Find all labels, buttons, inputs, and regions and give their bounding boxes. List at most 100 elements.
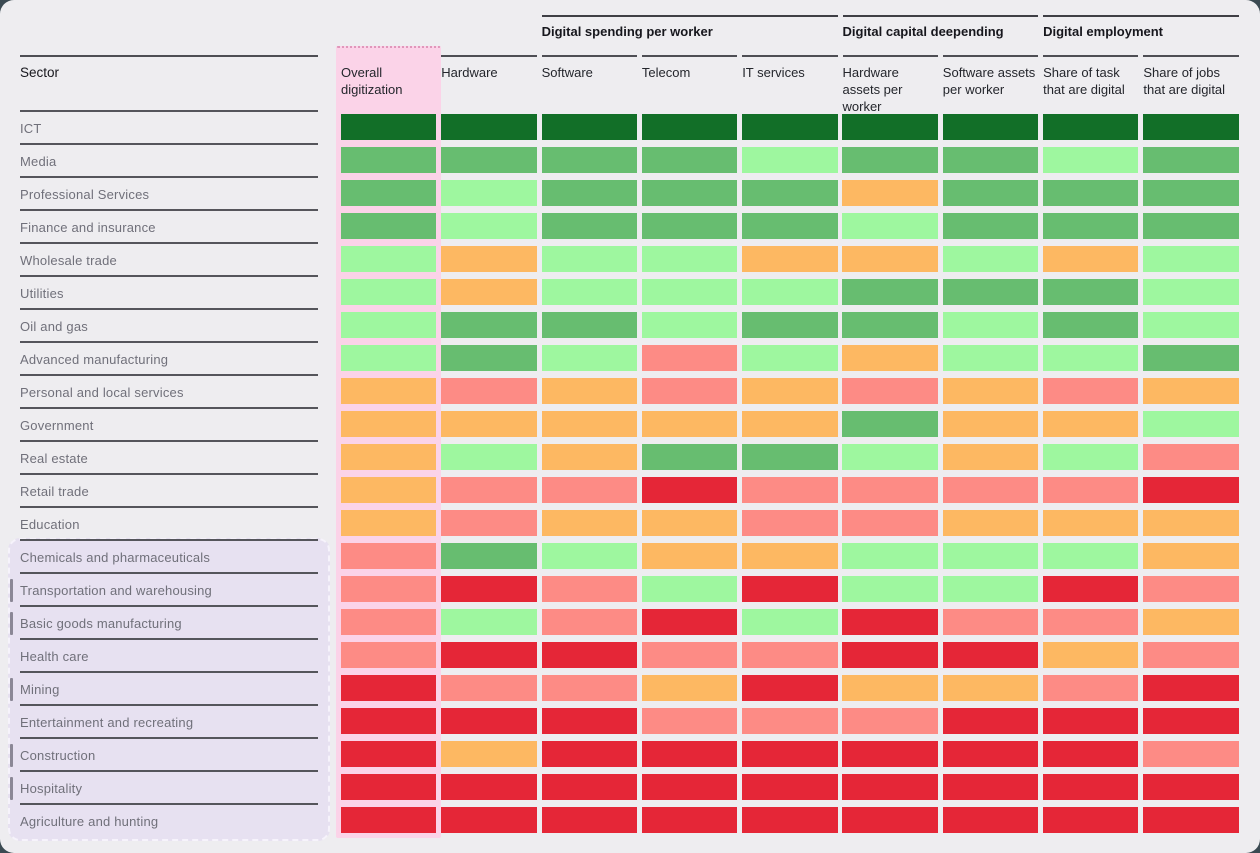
- column-header[interactable]: Share of jobs that are digital: [1143, 55, 1239, 98]
- column-header[interactable]: Software assets per worker: [942, 55, 1039, 98]
- heatmap-cell[interactable]: [842, 807, 938, 833]
- heatmap-cell[interactable]: [541, 114, 637, 140]
- sector-row[interactable]: Transportation and warehousing: [20, 572, 318, 598]
- column-header[interactable]: Telecom: [641, 55, 738, 81]
- heatmap-cell[interactable]: [942, 477, 1039, 503]
- heatmap-cell[interactable]: [441, 675, 537, 701]
- heatmap-cell[interactable]: [441, 642, 537, 668]
- heatmap-cell[interactable]: [742, 147, 838, 173]
- heatmap-cell[interactable]: [1143, 708, 1239, 734]
- heatmap-cell[interactable]: [341, 246, 437, 272]
- heatmap-cell[interactable]: [641, 444, 738, 470]
- sector-row[interactable]: Chemicals and pharmaceuticals: [20, 539, 318, 565]
- heatmap-cell[interactable]: [641, 147, 738, 173]
- heatmap-cell[interactable]: [942, 312, 1039, 338]
- heatmap-cell[interactable]: [441, 411, 537, 437]
- heatmap-cell[interactable]: [1042, 180, 1139, 206]
- heatmap-cell[interactable]: [541, 246, 637, 272]
- heatmap-cell[interactable]: [1143, 774, 1239, 800]
- heatmap-cell[interactable]: [441, 180, 537, 206]
- heatmap-cell[interactable]: [641, 675, 738, 701]
- heatmap-cell[interactable]: [1143, 180, 1239, 206]
- heatmap-cell[interactable]: [942, 345, 1039, 371]
- heatmap-cell[interactable]: [341, 180, 437, 206]
- heatmap-cell[interactable]: [1143, 642, 1239, 668]
- heatmap-cell[interactable]: [641, 543, 738, 569]
- heatmap-cell[interactable]: [942, 807, 1039, 833]
- heatmap-cell[interactable]: [742, 312, 838, 338]
- heatmap-cell[interactable]: [842, 510, 938, 536]
- heatmap-cell[interactable]: [541, 609, 637, 635]
- heatmap-cell[interactable]: [942, 741, 1039, 767]
- heatmap-cell[interactable]: [641, 345, 738, 371]
- heatmap-cell[interactable]: [541, 180, 637, 206]
- heatmap-cell[interactable]: [341, 477, 437, 503]
- sector-row[interactable]: Hospitality: [20, 770, 318, 796]
- heatmap-cell[interactable]: [1143, 576, 1239, 602]
- heatmap-cell[interactable]: [541, 378, 637, 404]
- heatmap-cell[interactable]: [441, 378, 537, 404]
- heatmap-cell[interactable]: [942, 609, 1039, 635]
- heatmap-cell[interactable]: [942, 708, 1039, 734]
- heatmap-cell[interactable]: [541, 147, 637, 173]
- heatmap-cell[interactable]: [1042, 444, 1139, 470]
- heatmap-cell[interactable]: [942, 213, 1039, 239]
- heatmap-cell[interactable]: [742, 477, 838, 503]
- heatmap-cell[interactable]: [341, 576, 437, 602]
- heatmap-cell[interactable]: [742, 411, 838, 437]
- heatmap-cell[interactable]: [842, 477, 938, 503]
- heatmap-cell[interactable]: [1042, 576, 1139, 602]
- sector-row[interactable]: Real estate: [20, 440, 318, 466]
- heatmap-cell[interactable]: [942, 642, 1039, 668]
- heatmap-cell[interactable]: [441, 246, 537, 272]
- heatmap-cell[interactable]: [842, 180, 938, 206]
- heatmap-cell[interactable]: [541, 345, 637, 371]
- sector-row[interactable]: Professional Services: [20, 176, 318, 202]
- heatmap-cell[interactable]: [942, 411, 1039, 437]
- heatmap-cell[interactable]: [641, 378, 738, 404]
- column-header[interactable]: Share of task that are digital: [1043, 55, 1139, 98]
- heatmap-cell[interactable]: [541, 213, 637, 239]
- heatmap-cell[interactable]: [1042, 147, 1139, 173]
- heatmap-cell[interactable]: [441, 510, 537, 536]
- heatmap-cell[interactable]: [1143, 114, 1239, 140]
- heatmap-cell[interactable]: [842, 741, 938, 767]
- heatmap-cell[interactable]: [942, 675, 1039, 701]
- column-header[interactable]: Software: [541, 55, 637, 81]
- heatmap-cell[interactable]: [1042, 345, 1139, 371]
- heatmap-cell[interactable]: [1143, 279, 1239, 305]
- sector-row[interactable]: Health care: [20, 638, 318, 664]
- heatmap-cell[interactable]: [341, 510, 437, 536]
- heatmap-cell[interactable]: [1143, 312, 1239, 338]
- heatmap-cell[interactable]: [842, 411, 938, 437]
- heatmap-cell[interactable]: [1042, 807, 1139, 833]
- heatmap-cell[interactable]: [1143, 411, 1239, 437]
- heatmap-cell[interactable]: [641, 510, 738, 536]
- heatmap-cell[interactable]: [1042, 378, 1139, 404]
- sector-row[interactable]: Education: [20, 506, 318, 532]
- heatmap-cell[interactable]: [742, 444, 838, 470]
- heatmap-cell[interactable]: [341, 411, 437, 437]
- heatmap-cell[interactable]: [341, 213, 437, 239]
- heatmap-cell[interactable]: [1042, 609, 1139, 635]
- heatmap-cell[interactable]: [942, 246, 1039, 272]
- heatmap-cell[interactable]: [842, 213, 938, 239]
- heatmap-cell[interactable]: [1042, 741, 1139, 767]
- heatmap-cell[interactable]: [842, 114, 938, 140]
- heatmap-cell[interactable]: [641, 741, 738, 767]
- heatmap-cell[interactable]: [742, 213, 838, 239]
- column-header[interactable]: Hardware: [441, 55, 537, 81]
- heatmap-cell[interactable]: [742, 114, 838, 140]
- heatmap-cell[interactable]: [742, 576, 838, 602]
- heatmap-cell[interactable]: [742, 642, 838, 668]
- heatmap-cell[interactable]: [541, 279, 637, 305]
- heatmap-cell[interactable]: [842, 312, 938, 338]
- sector-row[interactable]: Finance and insurance: [20, 209, 318, 235]
- heatmap-cell[interactable]: [842, 543, 938, 569]
- heatmap-cell[interactable]: [1042, 675, 1139, 701]
- heatmap-cell[interactable]: [842, 147, 938, 173]
- sector-row[interactable]: Agriculture and hunting: [20, 803, 318, 829]
- heatmap-cell[interactable]: [942, 576, 1039, 602]
- heatmap-cell[interactable]: [1042, 477, 1139, 503]
- heatmap-cell[interactable]: [641, 213, 738, 239]
